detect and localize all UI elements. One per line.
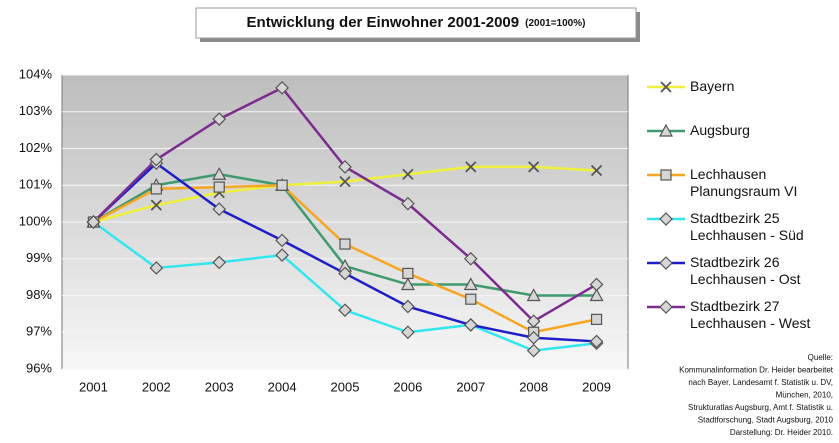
source-note: Quelle: [808,353,833,362]
marker [589,288,604,302]
marker [401,299,415,314]
y-tick-label: 97% [26,324,52,339]
marker [212,166,227,180]
x-tick-label: 2002 [142,379,171,394]
source-note: Stadtforschung, Stadt Augsburg, 2010 [698,416,834,425]
x-tick-label: 2005 [331,379,360,394]
marker [465,293,477,305]
source-note: Kommunalinformation Dr. Heider bearbeite… [679,366,834,375]
legend-label: Stadtbezirk 27 Lechhausen - West [690,298,811,331]
y-tick-label: 98% [26,287,52,302]
marker [275,248,289,262]
y-tick-label: 104% [19,66,53,81]
marker [526,330,541,345]
marker [465,161,477,173]
y-tick-label: 96% [26,360,52,375]
marker [150,199,162,211]
x-tick-label: 2009 [582,379,611,394]
marker [526,343,541,358]
marker [463,318,478,332]
y-tick-label: 100% [19,213,53,228]
marker [401,196,415,211]
marker [400,277,415,291]
y-tick-label: 99% [26,250,52,265]
y-tick-label: 101% [19,177,53,192]
chart-title: Entwicklung der Einwohner 2001-2009 (2001… [247,14,586,31]
marker [463,251,478,266]
marker [212,255,227,270]
marker [338,266,352,281]
marker [526,314,541,329]
marker [275,81,289,95]
x-tick-label: 2007 [456,379,485,394]
marker [659,212,673,226]
marker [660,169,672,181]
marker [660,81,672,93]
x-tick-label: 2006 [393,379,422,394]
x-tick-label: 2003 [205,379,234,394]
marker [401,325,415,340]
marker [463,277,478,291]
legend-label: Augsburg [690,122,750,138]
marker [589,334,604,349]
y-tick-label: 102% [19,140,53,155]
marker [658,123,674,137]
marker [659,300,673,314]
marker [275,233,289,248]
title-box [195,7,637,39]
legend-label: Lechhausen Planungsraum VI [690,166,798,199]
subtitle: (2001=100%) [525,18,585,29]
x-tick-label: 2001 [79,379,108,394]
marker [338,160,352,174]
marker [339,175,351,188]
legend-label: Stadtbezirk 25 Lechhausen - Süd [690,210,804,243]
marker [213,181,225,193]
marker [590,164,603,177]
legend-label: Bayern [690,78,735,94]
marker [589,277,604,292]
source-note: Darstellung: Dr. Heider 2010. [730,428,833,437]
marker [526,288,541,302]
x-tick-label: 2004 [268,379,297,394]
marker [150,183,162,195]
source-note: nach Bayer. Landesamt f. Statistik u. DV… [688,378,833,387]
marker [276,179,288,191]
marker [402,168,414,180]
marker [590,313,603,325]
x-tick-label: 2008 [519,379,548,394]
source-note: Strukturatlas Augsburg, Amt f. Statistik… [688,403,833,412]
marker [402,267,414,280]
marker [149,261,164,275]
marker [149,152,164,167]
marker [212,112,227,126]
marker [212,202,227,216]
legend-label: Stadtbezirk 26 Lechhausen - Ost [690,254,801,287]
y-tick-label: 103% [19,103,53,118]
title-text: Entwicklung der Einwohner 2001-2009 [247,14,520,31]
source-note: München, 2010, [776,391,833,400]
marker [528,161,540,173]
marker [659,256,673,270]
marker [339,238,351,250]
marker [338,303,352,318]
marker [86,215,101,229]
